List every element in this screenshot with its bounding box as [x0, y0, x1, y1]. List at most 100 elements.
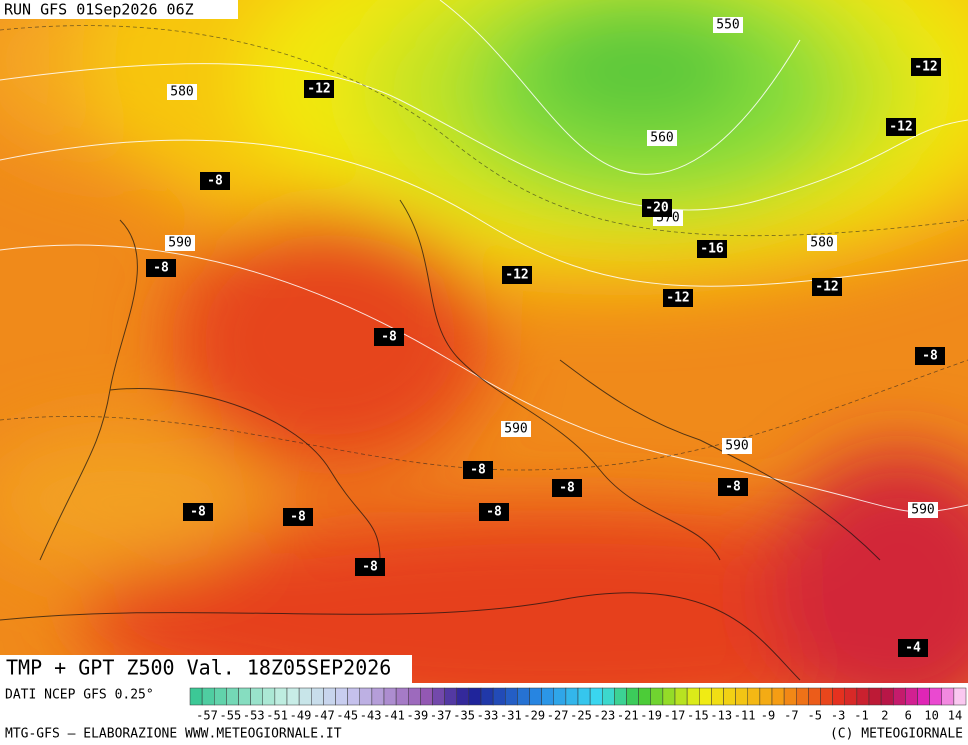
temperature-label-box	[463, 461, 493, 479]
scale-label: -57	[196, 709, 218, 723]
color-swatch	[323, 687, 336, 706]
scale-label: -53	[243, 709, 265, 723]
temperature-label-box	[552, 479, 582, 497]
temperature-label: -12	[666, 291, 689, 306]
temperature-label: -8	[559, 481, 575, 496]
temperature-label: -12	[815, 280, 838, 295]
temperature-label: -12	[505, 268, 528, 283]
temperature-label-box	[898, 639, 928, 657]
scale-label: -29	[523, 709, 545, 723]
color-swatch	[953, 687, 967, 706]
color-swatch	[347, 687, 360, 706]
scale-label: 2	[881, 709, 888, 723]
scale-label: -7	[784, 709, 798, 723]
scale-label: -11	[734, 709, 756, 723]
scale-label: -13	[710, 709, 732, 723]
color-swatch	[941, 687, 955, 706]
temperature-label: -8	[153, 261, 169, 276]
temperature-label-box	[304, 80, 334, 98]
color-swatch	[432, 687, 445, 706]
height-label-box	[807, 235, 837, 251]
height-label-box	[501, 421, 531, 437]
temperature-label-box	[915, 347, 945, 365]
height-label-box	[647, 130, 677, 146]
temperature-label-box	[283, 508, 313, 526]
color-swatch	[311, 687, 324, 706]
run-label: RUN GFS 01Sep2026 06Z	[4, 1, 194, 19]
scale-label: -9	[761, 709, 775, 723]
color-swatch	[699, 687, 712, 706]
height-label-box	[713, 17, 743, 33]
color-swatch	[832, 687, 845, 706]
scale-label: -47	[313, 709, 335, 723]
scale-label: -3	[831, 709, 845, 723]
color-swatch	[844, 687, 858, 706]
height-label: 590	[725, 439, 748, 454]
color-swatch	[226, 687, 239, 706]
temperature-label-box	[374, 328, 404, 346]
color-swatch	[517, 687, 530, 706]
color-swatch	[335, 687, 348, 706]
color-swatch	[444, 687, 457, 706]
color-swatch	[408, 687, 421, 706]
color-swatch	[662, 687, 676, 706]
temperature-label-box	[812, 278, 842, 296]
temperature-label-box	[663, 289, 693, 307]
temperature-label: -20	[645, 201, 669, 216]
scale-label: -25	[570, 709, 592, 723]
height-label-box	[722, 438, 752, 454]
source: DATI NCEP GFS 0.25°	[5, 688, 154, 703]
temperature-label: -12	[914, 60, 937, 75]
color-swatch	[480, 687, 494, 706]
scale-label: -23	[594, 709, 616, 723]
temperature-label-box	[146, 259, 176, 277]
scale-label: -45	[336, 709, 358, 723]
temperature-label-box	[183, 503, 213, 521]
scale-label: -27	[547, 709, 569, 723]
map-title: TMP + GPT Z500 Val. 18Z05SEP2026	[6, 656, 391, 680]
temperature-label-box	[697, 240, 727, 258]
map-field	[0, 0, 968, 730]
color-swatch	[626, 687, 639, 706]
color-swatch	[638, 687, 651, 706]
color-swatch	[796, 687, 809, 706]
temperature-label: -8	[486, 505, 502, 520]
color-swatch	[917, 687, 930, 706]
temperature-label: -16	[700, 242, 724, 257]
temperature-label-box	[502, 266, 532, 284]
temperature-label: -8	[725, 480, 741, 495]
color-swatch	[747, 687, 761, 706]
scale-label: -51	[266, 709, 288, 723]
color-swatch	[929, 687, 942, 706]
scale-label: -1	[854, 709, 868, 723]
height-label: 580	[170, 85, 193, 100]
scale-label: 10	[924, 709, 938, 723]
scale-label: -33	[477, 709, 499, 723]
color-swatch	[589, 687, 603, 706]
color-swatch	[735, 687, 748, 706]
scale-label: -21	[617, 709, 639, 723]
scale-label: -31	[500, 709, 522, 723]
color-swatch	[238, 687, 251, 706]
color-swatch	[711, 687, 724, 706]
color-swatch	[783, 687, 797, 706]
height-label: 560	[650, 131, 673, 146]
color-swatch	[820, 687, 833, 706]
temperature-label: -8	[922, 349, 938, 364]
scale-label: -41	[383, 709, 405, 723]
temperature-label-box	[200, 172, 230, 190]
scale-label: -5	[808, 709, 822, 723]
color-swatch	[529, 687, 542, 706]
temperature-label-box	[355, 558, 385, 576]
height-label: 550	[716, 18, 739, 33]
color-swatch	[395, 687, 409, 706]
color-swatch	[686, 687, 700, 706]
color-swatch	[383, 687, 397, 706]
color-swatch	[602, 687, 615, 706]
color-swatch	[298, 687, 312, 706]
color-swatch	[214, 687, 227, 706]
color-swatch	[201, 687, 215, 706]
temperature-label: -8	[207, 174, 223, 189]
credit: MTG-GFS — ELABORAZIONE WWW.METEOGIORNALE…	[5, 727, 342, 742]
temperature-label: -12	[889, 120, 912, 135]
